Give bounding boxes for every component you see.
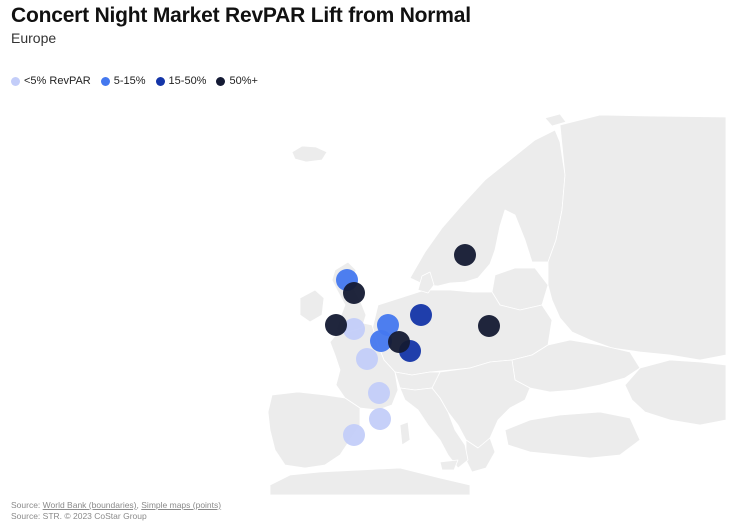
- land-italy: [399, 387, 469, 469]
- footer: Source: World Bank (boundaries), Simple …: [11, 500, 221, 522]
- legend-swatch: [100, 76, 110, 86]
- land-russia: [547, 114, 727, 361]
- source-prefix: Source:: [11, 500, 43, 510]
- market-point-germany-north[interactable]: [410, 304, 432, 326]
- legend-label: 50%+: [229, 75, 258, 87]
- points-layer: [325, 244, 500, 446]
- land-greece: [465, 437, 496, 473]
- land-caucasus: [624, 359, 727, 426]
- land-layer: [267, 113, 727, 495]
- legend: <5% RevPAR 5-15% 15-50% 50%+: [11, 75, 268, 87]
- chart-title: Concert Night Market RevPAR Lift from No…: [11, 4, 471, 27]
- legend-label: <5% RevPAR: [24, 75, 91, 87]
- source-separator: ,: [136, 500, 142, 510]
- market-point-britain-south[interactable]: [343, 318, 365, 340]
- legend-item-5-15: 5-15%: [100, 75, 146, 87]
- land-iberia: [267, 391, 361, 469]
- land-sardinia: [399, 421, 411, 446]
- source-line-2: Source: STR. © 2023 CoStar Group: [11, 511, 147, 521]
- market-point-germany-west[interactable]: [388, 331, 410, 353]
- chart-subtitle: Europe: [11, 30, 57, 46]
- legend-label: 5-15%: [113, 75, 146, 87]
- legend-swatch: [155, 76, 165, 86]
- market-point-scandinavia[interactable]: [454, 244, 476, 266]
- market-point-belgium[interactable]: [370, 330, 392, 352]
- market-point-poland-east[interactable]: [478, 315, 500, 337]
- legend-item-50plus: 50%+: [216, 75, 258, 87]
- land-iceland: [291, 145, 328, 163]
- market-point-ireland[interactable]: [325, 314, 347, 336]
- land-northern-island: [544, 113, 567, 127]
- land-sicily: [439, 459, 459, 471]
- land-scandinavia: [409, 129, 566, 287]
- market-point-france-west[interactable]: [356, 348, 378, 370]
- legend-swatch: [11, 76, 20, 86]
- land-ireland: [299, 289, 325, 323]
- land-turkey: [504, 411, 641, 459]
- land-ukraine: [511, 339, 641, 393]
- market-point-france-south[interactable]: [368, 382, 390, 404]
- legend-item-lt5: <5% RevPAR: [11, 75, 91, 87]
- market-point-britain[interactable]: [343, 282, 365, 304]
- legend-item-15-50: 15-50%: [155, 75, 207, 87]
- source-link-simple-maps[interactable]: Simple maps (points): [141, 500, 222, 510]
- legend-label: 15-50%: [168, 75, 207, 87]
- legend-swatch: [216, 76, 226, 86]
- market-point-iberia-north[interactable]: [343, 424, 365, 446]
- market-point-iberia-east[interactable]: [369, 408, 391, 430]
- source-link-world-bank[interactable]: World Bank (boundaries): [42, 500, 137, 510]
- land-north-africa: [269, 467, 471, 495]
- source-line-1: Source: World Bank (boundaries), Simple …: [11, 500, 221, 511]
- land-baltics: [491, 267, 549, 311]
- land-denmark: [417, 271, 435, 294]
- europe-map[interactable]: [0, 100, 751, 495]
